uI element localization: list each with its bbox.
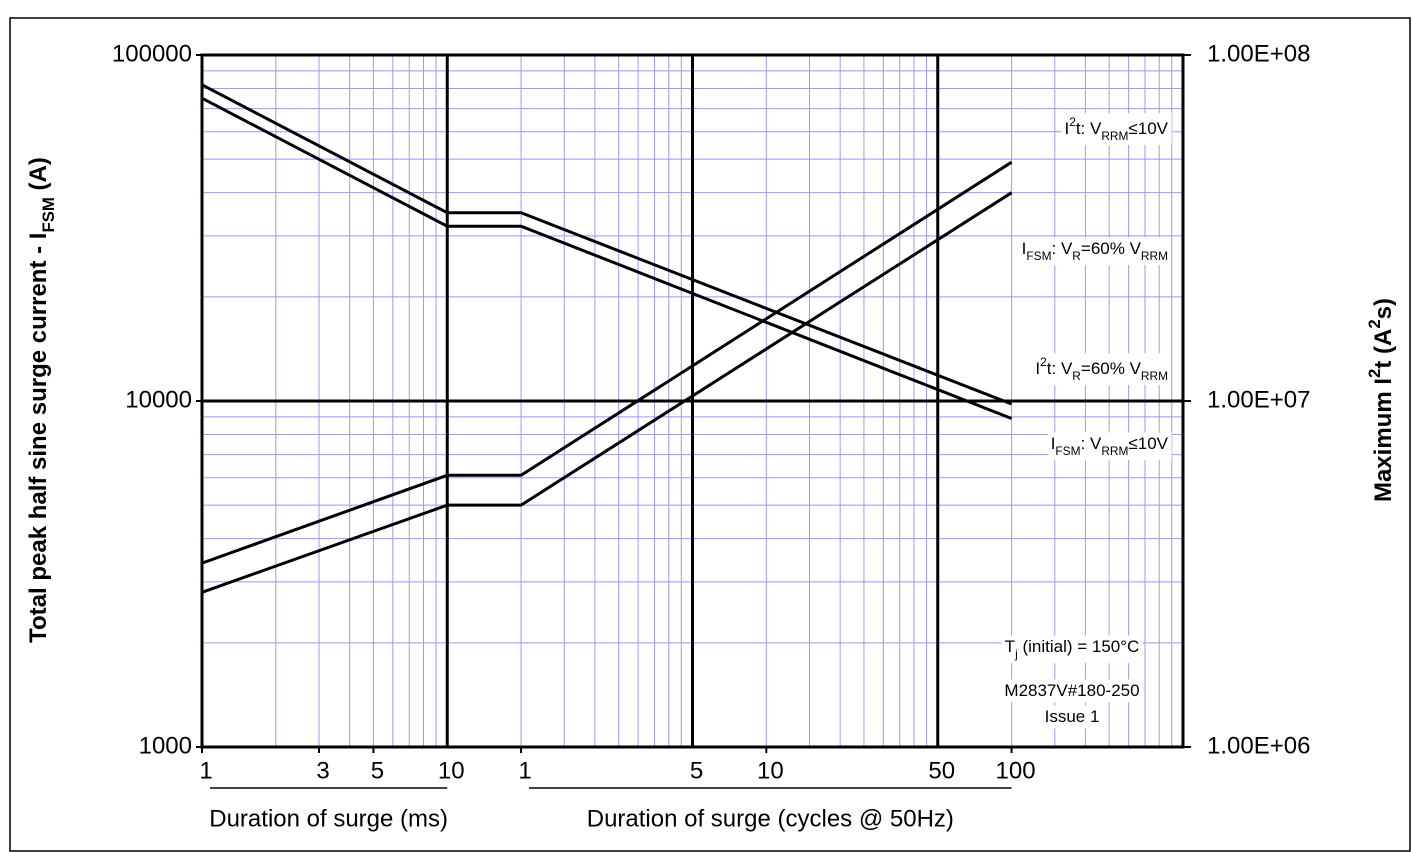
text-part: 2 [1069, 115, 1076, 129]
plot-frame [200, 53, 1185, 749]
y2-axis-title: Maximum I2t (A2s) [1365, 298, 1397, 502]
series-label: I2t: VR=60% VRRM [1035, 355, 1168, 383]
text-part: : V [1081, 434, 1102, 453]
text-part: I [1022, 239, 1027, 258]
text-part: RRM [1101, 444, 1128, 458]
text-part: FSM [39, 197, 58, 232]
text-part: RRM [1141, 249, 1168, 263]
annotation: Tj (initial) = 150°C [1005, 637, 1140, 661]
text-part: ≤10V [1128, 119, 1168, 138]
annotation: M2837V#180-250 [1004, 681, 1139, 700]
text-part: 2 [1365, 369, 1384, 378]
text-part: FSM [1026, 249, 1051, 263]
series-line [201, 96, 1013, 420]
text-part: R [1072, 249, 1081, 263]
page-frame [9, 17, 1411, 852]
x-tick-label: 5 [690, 757, 703, 784]
plot: 1 3 5 10 1 5 10 50 1001000100001000001.00E+061.0… [25, 40, 1397, 832]
text-part: t (A [1370, 329, 1397, 369]
label-box [1001, 635, 1143, 664]
x-tick-label: 1 [199, 757, 212, 784]
y2-tick-label: 1.00E+07 [1207, 386, 1310, 413]
text-part: RRM [1141, 369, 1168, 383]
x-tick-label: 1 [518, 757, 531, 784]
series-label: I2t: VRRM≤10V [1064, 115, 1168, 143]
label-box [1047, 432, 1172, 461]
x-axis-title: Duration of surge (ms) [209, 805, 448, 832]
label-box [1061, 113, 1172, 146]
text-part: I [1051, 434, 1056, 453]
text-part: : V [1052, 239, 1073, 258]
series-line [201, 83, 1013, 406]
text-part: t: V [1076, 119, 1102, 138]
label-box [1018, 237, 1171, 266]
text-part: Total peak half sine surge current - I [25, 233, 52, 643]
text-part: 2 [1040, 355, 1047, 369]
text-part: R [1072, 369, 1081, 383]
text-part: Issue 1 [1045, 707, 1100, 726]
annotation: Issue 1 [1045, 707, 1100, 726]
y-tick-label: 10000 [125, 386, 192, 413]
text-part: =60% V [1081, 239, 1142, 258]
text-part: RRM [1101, 129, 1128, 143]
label-box [1032, 353, 1171, 386]
text-part: Maximum I [1370, 378, 1397, 502]
y-tick-label: 100000 [112, 40, 192, 67]
text-part: T [1005, 637, 1015, 656]
text-part: FSM [1055, 444, 1080, 458]
text-part: I [1035, 359, 1040, 378]
series-line [201, 191, 1013, 594]
y2-tick-label: 1.00E+08 [1207, 40, 1310, 67]
label-box [1001, 679, 1143, 703]
text-part: =60% V [1081, 359, 1142, 378]
text-part: I [1064, 119, 1069, 138]
text-part: j [1014, 647, 1018, 661]
text-part: M2837V#180-250 [1004, 681, 1139, 700]
x-tick-label: 10 [438, 757, 465, 784]
series-label: IFSM: VR=60% VRRM [1022, 239, 1168, 263]
series-line [201, 160, 1013, 565]
x-tick-label: 10 [757, 757, 784, 784]
x-tick-label: 3 [316, 757, 329, 784]
y-axis-title: Total peak half sine surge current - IFS… [25, 157, 58, 643]
x-tick-label: 50 [928, 757, 955, 784]
x-tick-label: 5 [371, 757, 384, 784]
y2-tick-label: 1.00E+06 [1207, 732, 1310, 759]
text-part: ≤10V [1128, 434, 1168, 453]
x-tick-label: 100 [996, 757, 1036, 784]
text-part: 2 [1365, 319, 1384, 328]
x-axis-title: Duration of surge (cycles @ 50Hz) [587, 805, 954, 832]
series-label: IFSM: VRRM≤10V [1051, 434, 1169, 458]
text-part: (A) [25, 157, 52, 197]
y-tick-label: 1000 [139, 732, 192, 759]
text-part: (initial) = 150°C [1018, 637, 1140, 656]
text-part: t: V [1047, 359, 1073, 378]
label-box [1041, 705, 1103, 729]
text-part: s) [1370, 298, 1397, 319]
